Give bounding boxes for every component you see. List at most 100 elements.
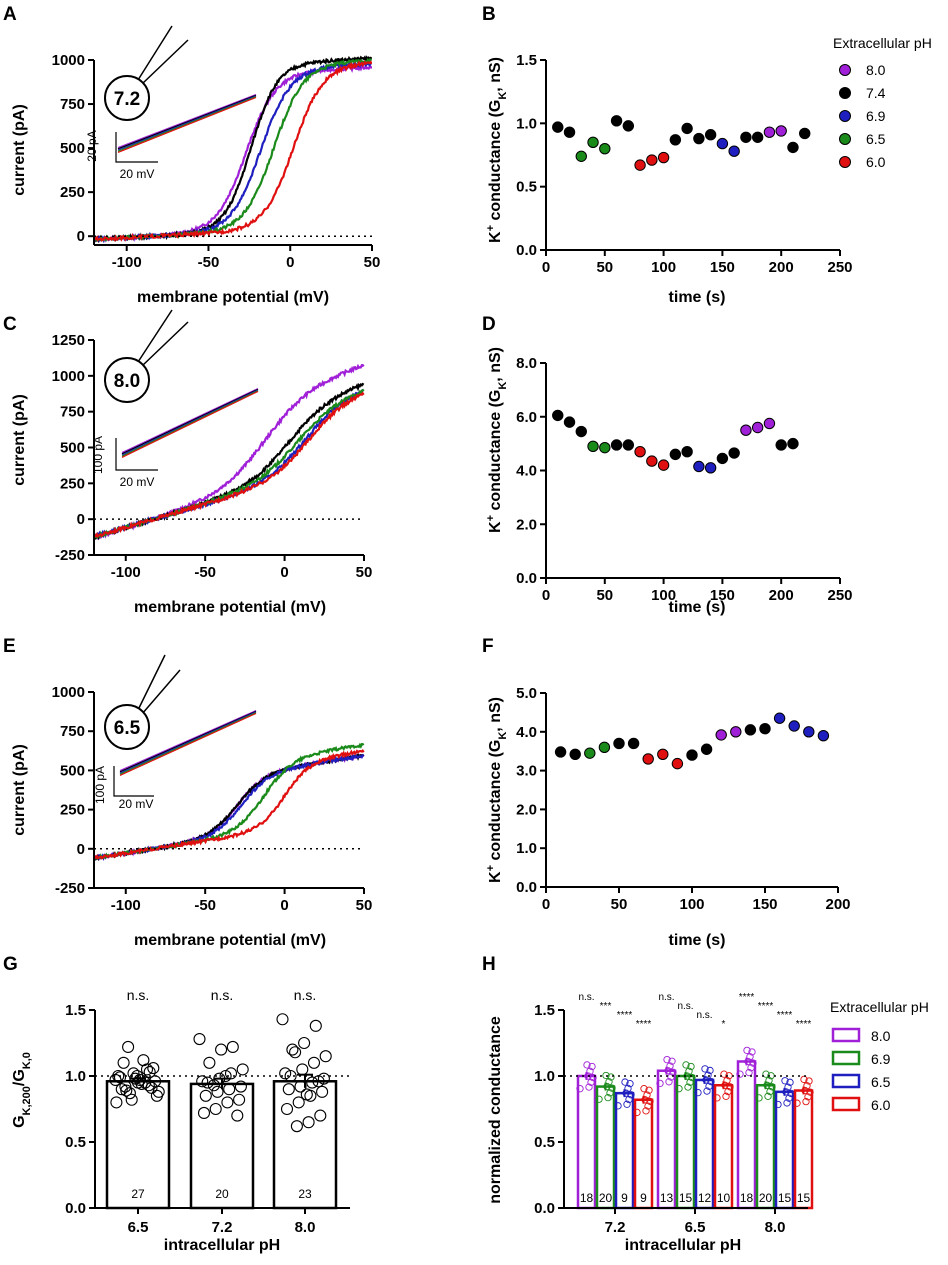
inset-trace-ph-6.9	[121, 389, 259, 456]
data-point	[234, 1080, 247, 1093]
conductance-point-ph-6.0	[657, 748, 669, 761]
data-point	[783, 1099, 791, 1107]
data-point	[584, 1072, 592, 1080]
panel-letter-h: H	[482, 954, 496, 975]
category-label: 7.2	[605, 1219, 626, 1236]
data-point	[286, 1043, 299, 1056]
x-tick-label: 50	[356, 897, 373, 914]
x-tick-label: -100	[111, 897, 141, 914]
data-point	[314, 1109, 327, 1122]
data-point	[276, 1013, 289, 1026]
x-tick-label: 50	[596, 259, 613, 276]
data-point	[774, 1100, 782, 1109]
conductance-point-ph-7.4	[610, 115, 623, 127]
x-tick-label: -100	[112, 254, 142, 271]
data-point	[614, 1102, 622, 1110]
legend-label-8.0: 8.0	[871, 1028, 891, 1044]
data-point	[316, 1085, 329, 1098]
conductance-point-ph-6.0	[671, 757, 684, 770]
panel-b-scatter: 0.0 0.5 1.0 1.5 0 50 100 150 200 250 time (s) K+ …	[485, 52, 853, 306]
significance-label: ****	[636, 1019, 652, 1030]
panel-d-scatter: 0.02.04.06.08.00 50 100 150 200 250 time (s) …	[485, 347, 853, 616]
data-point	[211, 1085, 224, 1098]
data-point	[201, 1076, 214, 1089]
y-tick-label: 250	[60, 475, 85, 492]
inset-trace-ph-8.0	[121, 388, 259, 454]
data-point	[684, 1083, 692, 1091]
conductance-point-ph-6.9	[716, 137, 729, 150]
conductance-point-ph-7.4	[799, 127, 811, 140]
panel-letter-b: B	[482, 4, 496, 25]
data-point	[624, 1084, 632, 1093]
y-tick-label: 8.0	[516, 355, 537, 372]
iv-trace-ph-6.0	[94, 391, 365, 539]
panel-e-xlabel: membrane potential (mV)	[134, 932, 326, 949]
conductance-point-ph-7.4	[554, 746, 567, 758]
bar-6.5-ph-6.0	[713, 1083, 734, 1210]
data-point	[284, 1069, 297, 1083]
x-tick-label: 100	[651, 587, 676, 604]
y-tick-label: 750	[60, 96, 85, 113]
data-point	[623, 1100, 631, 1108]
data-point	[290, 1120, 303, 1133]
data-point	[722, 1092, 730, 1100]
conductance-point-ph-7.4	[681, 445, 693, 458]
y-tick-label: 1.0	[516, 840, 537, 857]
data-point	[803, 1082, 811, 1090]
conductance-point-ph-7.4	[681, 122, 693, 135]
data-point	[300, 1088, 313, 1101]
data-point	[626, 1080, 634, 1088]
y-tick-label: 0	[77, 511, 85, 528]
y-tick-label: 1000	[52, 52, 85, 69]
panel-letter-e: E	[3, 636, 16, 657]
data-point	[668, 1057, 676, 1065]
panel-f-xlabel: time (s)	[669, 932, 726, 949]
data-point	[806, 1088, 814, 1096]
conductance-point-ph-8.0	[730, 726, 742, 738]
conductance-point-ph-6.9	[773, 712, 786, 724]
inset-trace-ph-6.0	[119, 712, 257, 776]
data-point	[608, 1084, 616, 1092]
category-label: 8.0	[295, 1219, 316, 1236]
legend-marker-7.4	[839, 87, 851, 99]
conductance-point-ph-7.4	[610, 439, 623, 451]
data-point	[115, 1083, 128, 1096]
y-tick-label: 250	[60, 184, 85, 201]
data-point	[782, 1088, 790, 1096]
y-tick-label: 0.0	[516, 570, 537, 587]
iv-trace-ph-6.9	[94, 388, 365, 539]
data-point	[233, 1093, 246, 1106]
conductance-point-ph-7.4	[775, 439, 787, 451]
panel-g-bar-chart: 0.00.51.01.527n.s.6.520n.s.7.223n.s.8.0 …	[11, 987, 350, 1254]
data-point	[642, 1107, 650, 1115]
conductance-point-ph-7.4	[693, 132, 705, 145]
y-tick-label: 1.0	[516, 115, 537, 132]
bar-ph-6.5	[105, 1080, 171, 1210]
y-tick-label: 4.0	[516, 463, 537, 480]
legend-label-6.0: 6.0	[871, 1097, 891, 1113]
panel-letter-c: C	[3, 314, 17, 335]
legend-label-6.0: 6.0	[866, 154, 886, 170]
panel-a-xlabel: membrane potential (mV)	[137, 289, 329, 306]
conductance-point-ph-7.4	[751, 131, 764, 143]
data-point	[133, 1073, 146, 1087]
significance-label: n.s.	[127, 987, 150, 1003]
iv-trace-ph-6.0	[94, 749, 365, 860]
data-point	[231, 1109, 244, 1122]
inset-trace-ph-6.5	[121, 390, 259, 457]
data-point	[279, 1067, 292, 1080]
category-label: 7.2	[212, 1219, 233, 1236]
x-tick-label: -50	[198, 254, 220, 271]
y-tick-label: 500	[60, 140, 85, 157]
data-point	[131, 1076, 145, 1089]
data-point	[137, 1054, 150, 1067]
significance-label: n.s.	[211, 987, 234, 1003]
data-point	[209, 1102, 222, 1116]
data-point	[627, 1091, 635, 1099]
data-point	[762, 1070, 770, 1078]
inset-trace-ph-6.0	[117, 96, 257, 153]
bar-6.5-ph-6.5	[694, 1078, 715, 1210]
data-point	[317, 1072, 330, 1085]
y-tick-label: 5.0	[516, 685, 537, 702]
conductance-point-ph-6.0	[657, 459, 670, 471]
